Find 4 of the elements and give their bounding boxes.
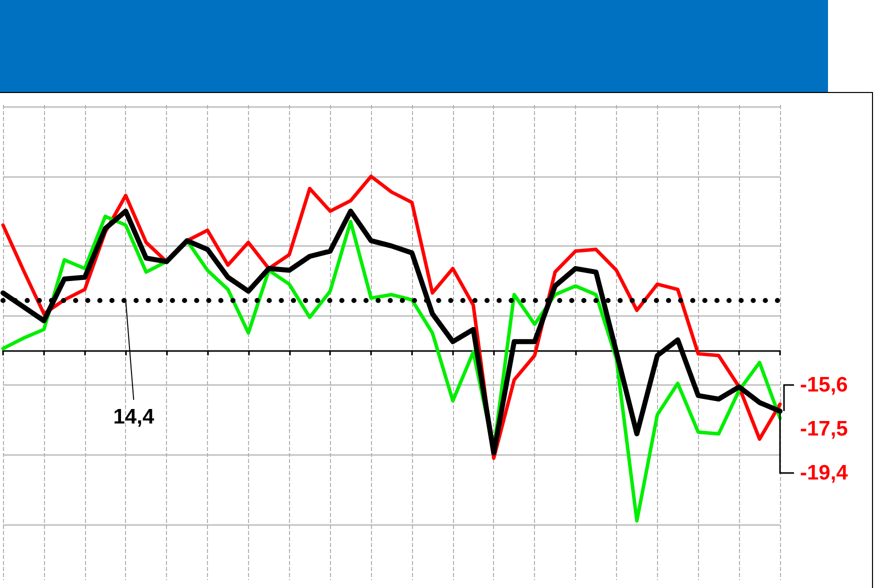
- text: -15,6: [800, 374, 848, 397]
- text: -17,5: [800, 418, 848, 441]
- text: -19,4: [800, 462, 848, 485]
- annotation: 14,4: [113, 405, 154, 428]
